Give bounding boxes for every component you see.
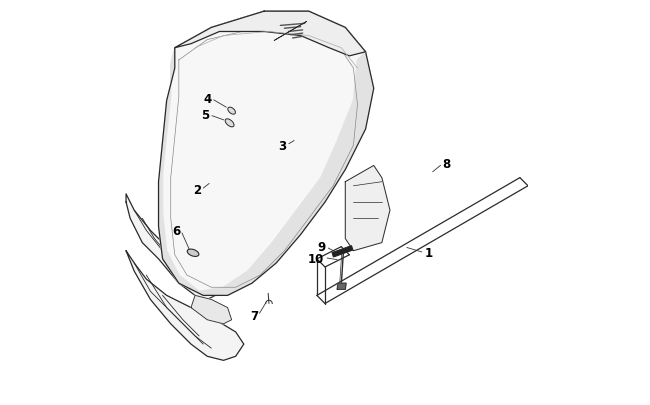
Polygon shape [126, 194, 215, 300]
Text: 6: 6 [173, 224, 181, 237]
Polygon shape [274, 22, 307, 41]
Text: 3: 3 [278, 139, 287, 152]
Polygon shape [191, 296, 231, 324]
Polygon shape [159, 49, 374, 296]
Text: 4: 4 [203, 93, 211, 106]
Ellipse shape [187, 249, 199, 257]
Polygon shape [159, 12, 374, 296]
Polygon shape [175, 12, 365, 57]
Text: 9: 9 [318, 241, 326, 254]
Text: 1: 1 [424, 247, 433, 260]
Text: 2: 2 [193, 184, 201, 197]
Text: 5: 5 [201, 109, 209, 122]
Ellipse shape [227, 108, 235, 115]
Text: 10: 10 [308, 252, 324, 265]
Polygon shape [126, 251, 244, 360]
Ellipse shape [225, 119, 234, 128]
Text: 7: 7 [250, 309, 258, 322]
Polygon shape [345, 166, 390, 251]
Polygon shape [332, 246, 352, 257]
Polygon shape [337, 284, 346, 290]
Text: 8: 8 [443, 158, 451, 171]
